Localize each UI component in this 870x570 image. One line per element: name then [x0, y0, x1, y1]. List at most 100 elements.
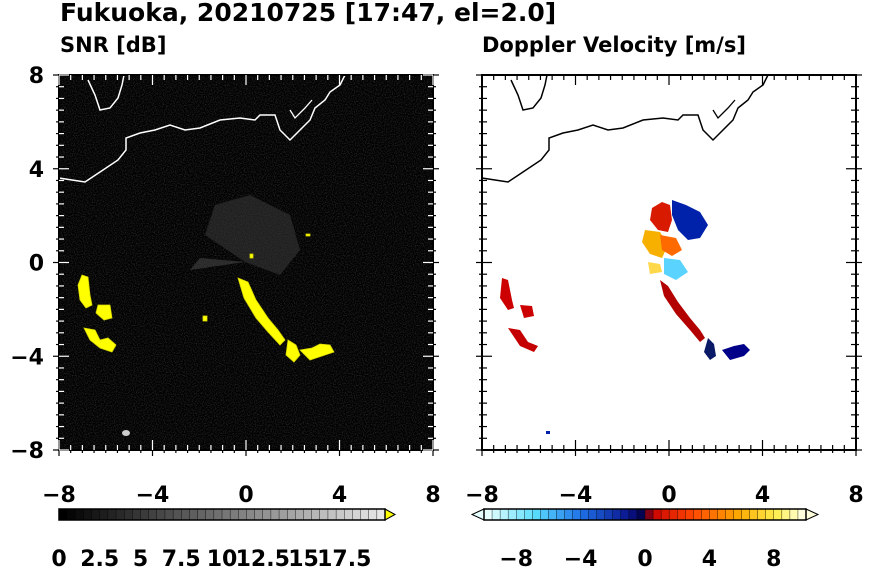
velocity-echo — [546, 431, 550, 434]
velocity-colorbar-cell — [564, 508, 574, 521]
snr-colorbar-label: 7.5 — [162, 547, 201, 570]
snr-noise-field — [59, 75, 433, 450]
snr-colorbar-cell — [140, 508, 150, 521]
snr-colorbar-cell — [115, 508, 125, 521]
snr-clutter-ray — [190, 258, 245, 270]
snr-axis-ticks — [53, 74, 439, 456]
snr-x-tick-label: −8 — [42, 483, 76, 508]
velocity-pier-outline — [712, 99, 736, 120]
snr-colorbar-cell — [344, 508, 354, 521]
velocity-colorbar-cell — [596, 508, 606, 521]
velocity-colorbar-cell — [507, 508, 517, 521]
snr-y-tick-label: 0 — [29, 252, 44, 277]
snr-colorbar-cell — [254, 508, 264, 521]
snr-colorbar-cell — [132, 508, 142, 521]
snr-echoes — [77, 233, 335, 363]
snr-echo — [95, 304, 113, 321]
snr-colorbar-cell — [360, 508, 370, 521]
velocity-colorbar-cell — [733, 508, 743, 521]
velocity-x-tick-label: 0 — [661, 483, 676, 508]
velocity-colorbar: −8 −4 0 4 8 — [470, 508, 820, 570]
velocity-panel — [476, 74, 862, 456]
snr-echo — [285, 339, 301, 363]
velocity-echo — [648, 262, 662, 274]
snr-echo — [299, 343, 335, 361]
velocity-colorbar-cell — [532, 508, 542, 521]
snr-colorbar-cell — [238, 508, 248, 521]
snr-x-tick-label: 8 — [425, 483, 440, 508]
snr-colorbar-cell — [75, 508, 85, 521]
snr-y-tick-label: −8 — [10, 439, 44, 464]
velocity-colorbar-cell — [572, 508, 582, 521]
velocity-colorbar-cell — [636, 508, 646, 521]
velocity-echo — [660, 235, 682, 256]
velocity-colorbar-cell — [709, 508, 719, 521]
velocity-colorbar-cell — [580, 508, 590, 521]
snr-colorbar-label: 0 — [51, 547, 66, 570]
figure-title: Fukuoka, 20210725 [17:47, el=2.0] — [60, 0, 557, 27]
snr-colorbar-cell — [368, 508, 378, 521]
snr-colorbar-cell — [295, 508, 305, 521]
snr-y-tick-label: −4 — [10, 345, 44, 370]
snr-y-tick-label: 4 — [29, 158, 44, 183]
snr-colorbar-cell — [58, 508, 68, 521]
velocity-colorbar-cell — [604, 508, 614, 521]
velocity-x-tick-label: −4 — [559, 483, 593, 508]
velocity-colorbar-cell — [540, 508, 550, 521]
snr-colorbar-cell — [123, 508, 134, 521]
snr-y-tick-labels: 8 4 0 −4 −8 — [10, 64, 44, 464]
velocity-colorbar-cell — [588, 508, 598, 521]
velocity-colorbar-cell — [693, 508, 703, 521]
velocity-colorbar-cell — [677, 508, 686, 521]
velocity-colorbar-cell — [685, 508, 695, 521]
snr-colorbar-cell — [205, 508, 215, 521]
snr-colorbar-cell — [319, 508, 329, 521]
snr-colorbar-cell — [189, 508, 199, 521]
snr-colorbar-cell — [213, 508, 223, 521]
snr-colorbar-cell — [156, 508, 166, 521]
velocity-colorbar-cell — [556, 508, 566, 521]
velocity-colorbar-extend-min — [470, 508, 485, 521]
velocity-axis-ticks — [476, 74, 862, 456]
snr-colorbar-cell — [376, 508, 386, 521]
velocity-colorbar-cell — [652, 508, 662, 521]
snr-colorbar-cell — [99, 508, 109, 521]
snr-colorbar-cell — [91, 508, 101, 521]
snr-colorbar-cell — [303, 508, 313, 521]
velocity-x-tick-label: −8 — [465, 483, 499, 508]
snr-colorbar-cell — [287, 508, 297, 521]
velocity-colorbar-cell — [628, 508, 638, 521]
velocity-echo — [672, 200, 708, 240]
velocity-colorbar-cell — [491, 508, 501, 521]
snr-coastline — [58, 74, 346, 183]
velocity-echo — [704, 338, 716, 360]
snr-colorbar-label: 10 — [207, 547, 238, 570]
velocity-colorbar-label: −8 — [499, 547, 533, 570]
velocity-colorbar-cell — [660, 508, 670, 521]
snr-colorbar-label: 2.5 — [80, 547, 119, 570]
velocity-colorbar-cell — [741, 508, 751, 521]
velocity-colorbar-label: 0 — [637, 547, 652, 570]
snr-echo — [202, 315, 208, 322]
velocity-colorbar-cell — [516, 508, 525, 521]
velocity-x-tick-labels: −8 −4 0 4 8 — [465, 483, 864, 508]
velocity-x-tick-label: 8 — [848, 483, 863, 508]
velocity-colorbar-cell — [701, 508, 711, 521]
velocity-colorbar-cell — [797, 508, 807, 521]
velocity-coastline — [481, 74, 769, 183]
snr-x-tick-label: 0 — [238, 483, 253, 508]
snr-y-tick-label: 8 — [29, 64, 44, 89]
velocity-colorbar-cell — [620, 508, 630, 521]
snr-colorbar-cell — [221, 508, 231, 521]
velocity-colorbar-cell — [668, 508, 678, 521]
velocity-echo — [520, 305, 534, 318]
snr-echo — [237, 277, 286, 346]
velocity-island-outline — [510, 74, 548, 111]
snr-echo — [83, 327, 117, 353]
snr-colorbar-cell — [83, 508, 93, 521]
snr-colorbar-frame — [58, 508, 386, 521]
snr-colorbar-cell — [148, 508, 158, 521]
velocity-colorbar-cell — [717, 508, 727, 521]
snr-echo — [305, 233, 311, 237]
